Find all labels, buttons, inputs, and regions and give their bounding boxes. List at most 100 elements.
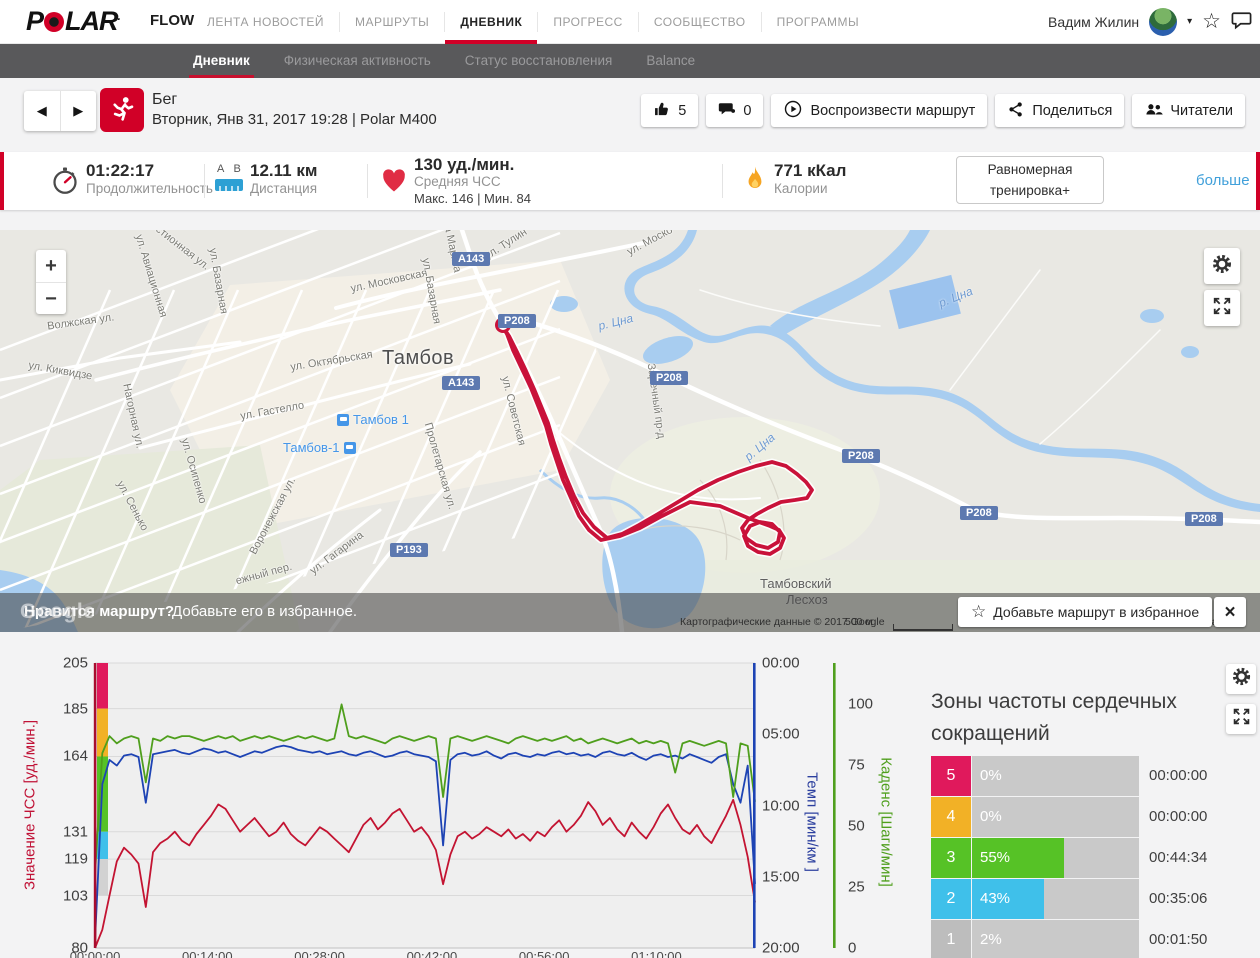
like-count: 5 [678, 102, 687, 119]
road-shield: Р208 [842, 449, 880, 463]
gear-icon [1231, 666, 1252, 692]
gear-icon [1211, 253, 1233, 280]
road-shield: Р208 [650, 371, 688, 385]
map-zoom-control: + − [36, 250, 66, 314]
favorites-star-icon[interactable]: ☆ [1202, 10, 1221, 33]
more-link[interactable]: больше [1196, 172, 1250, 189]
logo-reg-mark: . [117, 9, 122, 23]
avg-hr-label: Средняя ЧСС [414, 174, 501, 189]
zone-percent: 43% [980, 890, 1011, 907]
zone-bar: 0% [972, 756, 1139, 796]
map-settings-button[interactable] [1204, 248, 1240, 284]
zone-percent: 55% [980, 849, 1011, 866]
next-session-button[interactable]: ▶ [73, 103, 84, 118]
distance-ab-icon: A B [217, 163, 241, 175]
zone-number: 3 [931, 838, 971, 878]
like-button[interactable]: 5 [641, 94, 699, 127]
series-pace [94, 744, 756, 941]
hr-minmax: Макс. 146 | Мин. 84 [414, 191, 532, 206]
share-icon [1007, 100, 1025, 122]
user-name[interactable]: Вадим Жилин [1048, 13, 1140, 30]
station-label: Тамбов 1 [337, 412, 409, 427]
activity-title: Бег [152, 91, 178, 108]
google-logo: Google [20, 600, 96, 623]
chart-settings-button[interactable] [1226, 664, 1256, 694]
nav-item-progress[interactable]: ПРОГРЕСС [537, 11, 638, 32]
map-scale-bar [893, 624, 953, 631]
chevron-down-icon[interactable]: ▾ [1187, 16, 1193, 27]
polar-logo-o-icon [44, 12, 65, 32]
nav-item-programs[interactable]: ПРОГРАММЫ [760, 11, 875, 32]
avatar[interactable] [1149, 7, 1178, 36]
zone-percent: 0% [980, 767, 1002, 784]
share-label: Поделиться [1032, 102, 1113, 119]
flow-label: FLOW [150, 12, 195, 29]
add-route-favorite-button[interactable]: ☆ Добавьте маршрут в избранное [958, 597, 1213, 627]
duration-label: Продолжительность [86, 181, 213, 196]
zoom-in-button[interactable]: + [36, 250, 66, 283]
people-icon [1144, 99, 1164, 122]
training-benefit-button[interactable]: Равномерная тренировка+ [956, 156, 1104, 204]
comment-count: 0 [743, 102, 752, 119]
chart-fullscreen-button[interactable] [1226, 704, 1256, 734]
zone-number: 5 [931, 756, 971, 796]
star-icon: ☆ [971, 602, 987, 621]
road-shield: Р208 [498, 314, 536, 328]
route-map[interactable]: стионная ул. Волжская ул. ул. Авиационна… [0, 230, 1260, 632]
road-shield: Р193 [390, 543, 428, 557]
subnav-recovery[interactable]: Статус восстановления [464, 53, 613, 68]
axis-tick: 00:28:00 [294, 949, 345, 958]
zone-number: 1 [931, 920, 971, 958]
polar-logo[interactable]: P LAR. [26, 6, 122, 37]
nav-item-diary[interactable]: ДНЕВНИК [444, 11, 538, 44]
road-shield: А143 [452, 252, 491, 266]
axis-tick: 80 [71, 939, 88, 957]
nav-item-feed[interactable]: ЛЕНТА НОВОСТЕЙ [207, 14, 324, 29]
zone-percent: 0% [980, 808, 1002, 825]
subnav-balance[interactable]: Balance [646, 53, 696, 68]
training-chart[interactable] [0, 632, 1260, 958]
subnav-activity[interactable]: Физическая активность [283, 53, 431, 68]
followers-button[interactable]: Читатели [1132, 94, 1245, 127]
map-fullscreen-button[interactable] [1204, 290, 1240, 326]
nav-item-community[interactable]: СООБЩЕСТВО [637, 11, 761, 32]
main-nav: ЛЕНТА НОВОСТЕЙ МАРШРУТЫ ДНЕВНИК ПРОГРЕСС… [192, 0, 875, 44]
heart-icon [380, 167, 408, 200]
axis-tick: 00:42:00 [406, 949, 458, 958]
axis-tick: 00:56:00 [518, 949, 570, 958]
comment-bubble-icon [718, 100, 736, 122]
close-icon: × [1224, 601, 1236, 623]
zoom-out-button[interactable]: − [45, 287, 57, 310]
axis-tick: 20:00 [762, 939, 800, 957]
map-scale-label: 500 м [845, 616, 873, 628]
calories-label: Калории [774, 181, 828, 196]
replay-route-label: Воспроизвести маршрут [810, 102, 976, 119]
zone-percent: 2% [980, 931, 1002, 948]
axis-tick: 103 [62, 887, 88, 905]
subnav-diary[interactable]: Дневник [189, 43, 254, 78]
axis-tick: 00:00:00 [69, 949, 121, 958]
zone-time: 00:00:00 [1149, 808, 1208, 825]
pace-axis-line [753, 663, 756, 948]
nav-item-routes[interactable]: МАРШРУТЫ [338, 11, 444, 32]
close-banner-button[interactable]: × [1214, 597, 1246, 627]
zone-bar: 43% [972, 879, 1139, 919]
hr-zone-row: 5 0% 00:00:00 [931, 756, 1260, 796]
thumb-up-icon [653, 100, 671, 122]
axis-tick: 205 [62, 654, 88, 672]
cadence-axis-line [833, 663, 836, 948]
comment-button[interactable]: 0 [706, 94, 764, 127]
chat-icon[interactable] [1231, 9, 1252, 34]
banner-hint: Добавьте его в избранное. [172, 603, 357, 620]
zone-bar: 55% [972, 838, 1139, 878]
ruler-icon [215, 179, 243, 191]
hr-zone-row: 4 0% 00:00:00 [931, 797, 1260, 837]
chart-series [94, 703, 756, 949]
banner-question: Нравится маршрут? [24, 603, 175, 620]
share-button[interactable]: Поделиться [995, 94, 1125, 127]
replay-route-button[interactable]: Воспроизвести маршрут [771, 94, 988, 127]
session-pager: ◀ ▶ [24, 91, 96, 131]
road-shield: А143 [442, 376, 481, 390]
station-icon [343, 441, 356, 454]
prev-session-button[interactable]: ◀ [24, 91, 61, 131]
